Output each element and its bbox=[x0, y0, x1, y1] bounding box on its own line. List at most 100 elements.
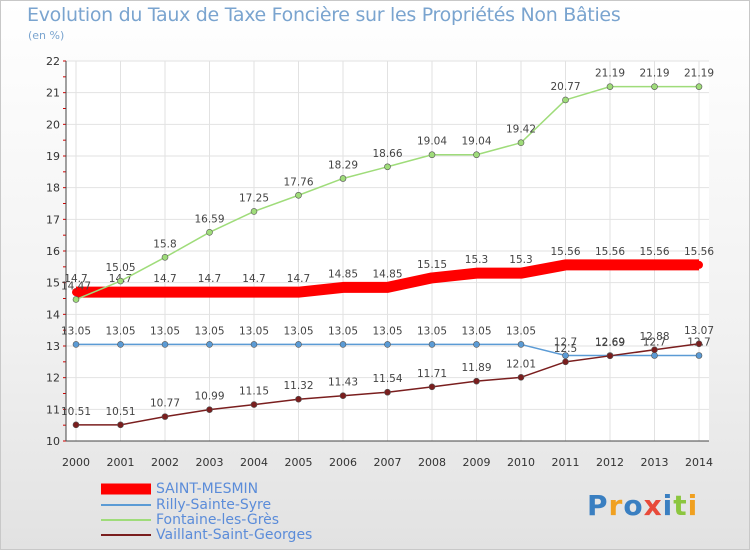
x-tick-label: 2002 bbox=[151, 456, 179, 469]
x-tick-label: 2007 bbox=[374, 456, 402, 469]
data-point bbox=[428, 273, 436, 282]
data-label: 12.69 bbox=[595, 337, 625, 349]
data-label: 12.5 bbox=[554, 343, 577, 355]
data-point bbox=[428, 151, 436, 159]
data-point bbox=[161, 341, 169, 348]
data-label: 18.66 bbox=[372, 148, 402, 160]
data-point bbox=[295, 395, 302, 403]
chart-title: Evolution du Taux de Taxe Foncière sur l… bbox=[27, 4, 621, 26]
data-point bbox=[161, 413, 169, 420]
data-point bbox=[384, 341, 391, 348]
data-point bbox=[561, 260, 570, 269]
y-tick-label: 21 bbox=[46, 87, 60, 100]
x-tick-label: 2004 bbox=[240, 456, 268, 469]
y-tick-label: 19 bbox=[46, 150, 60, 163]
data-label: 10.51 bbox=[61, 406, 91, 418]
data-point bbox=[606, 83, 614, 90]
y-tick-label: 11 bbox=[46, 403, 60, 416]
data-point bbox=[651, 346, 658, 354]
data-point bbox=[161, 288, 169, 297]
data-point bbox=[517, 139, 525, 146]
data-label: 14.7 bbox=[153, 273, 176, 285]
data-label: 14.85 bbox=[372, 268, 402, 280]
data-label: 21.19 bbox=[639, 68, 669, 80]
data-label: 15.15 bbox=[417, 259, 447, 271]
data-label: 15.8 bbox=[153, 238, 176, 250]
x-tick-label: 2009 bbox=[463, 456, 491, 469]
x-tick-label: 2003 bbox=[196, 456, 224, 469]
data-label: 21.19 bbox=[684, 68, 714, 80]
data-label: 14.85 bbox=[328, 268, 358, 280]
data-label: 14.7 bbox=[64, 273, 87, 285]
data-point bbox=[250, 208, 258, 215]
data-point bbox=[383, 283, 392, 292]
y-tick-label: 14 bbox=[46, 308, 60, 321]
data-point bbox=[473, 341, 480, 348]
data-point bbox=[472, 269, 481, 278]
data-point bbox=[650, 260, 659, 269]
y-tick-label: 16 bbox=[46, 245, 60, 258]
data-label: 11.89 bbox=[461, 362, 491, 374]
data-point bbox=[473, 151, 480, 159]
data-label: 10.51 bbox=[105, 406, 135, 418]
data-point bbox=[206, 229, 213, 236]
y-tick-label: 12 bbox=[46, 372, 60, 385]
data-label: 13.05 bbox=[194, 325, 224, 337]
data-label: 14.7 bbox=[198, 273, 221, 285]
data-label: 13.05 bbox=[105, 325, 135, 337]
data-label: 19.04 bbox=[417, 136, 447, 148]
x-tick-label: 2006 bbox=[329, 456, 357, 469]
data-label: 15.3 bbox=[465, 254, 488, 266]
data-label: 14.7 bbox=[242, 273, 265, 285]
data-point bbox=[116, 288, 125, 297]
data-label: 13.05 bbox=[506, 325, 536, 337]
data-point bbox=[339, 283, 347, 292]
data-label: 11.15 bbox=[239, 386, 269, 398]
data-point bbox=[117, 277, 124, 285]
data-label: 13.05 bbox=[150, 325, 180, 337]
data-point bbox=[206, 341, 213, 348]
y-tick-label: 18 bbox=[46, 182, 60, 195]
data-point bbox=[606, 352, 614, 360]
data-point bbox=[117, 421, 124, 429]
data-label: 16.59 bbox=[194, 213, 224, 225]
data-label: 21.19 bbox=[595, 68, 625, 80]
data-point bbox=[72, 421, 80, 429]
data-label: 12.7 bbox=[643, 337, 666, 349]
data-label: 15.56 bbox=[639, 246, 669, 258]
data-point bbox=[606, 260, 614, 269]
data-point bbox=[250, 341, 258, 348]
data-label: 13.05 bbox=[461, 325, 491, 337]
data-label: 15.56 bbox=[595, 246, 625, 258]
data-point bbox=[517, 269, 525, 278]
x-tick-label: 2008 bbox=[418, 456, 446, 469]
data-label: 13.05 bbox=[372, 325, 402, 337]
chart-unit: (en %) bbox=[28, 29, 65, 42]
data-label: 13.05 bbox=[283, 325, 313, 337]
y-tick-label: 17 bbox=[46, 213, 60, 226]
data-label: 15.3 bbox=[509, 254, 532, 266]
data-point bbox=[294, 288, 303, 297]
data-label: 12.69 bbox=[595, 337, 625, 349]
data-label: 15.56 bbox=[550, 246, 580, 258]
x-tick-label: 2012 bbox=[596, 456, 624, 469]
data-label: 13.05 bbox=[328, 325, 358, 337]
data-label: 12.7 bbox=[554, 337, 577, 349]
data-point bbox=[339, 175, 347, 182]
data-point bbox=[562, 358, 569, 366]
legend-label: Fontaine-les-Grès bbox=[156, 512, 279, 528]
data-point bbox=[517, 341, 525, 348]
y-tick-label: 22 bbox=[46, 55, 60, 68]
data-point bbox=[295, 191, 302, 199]
data-label: 13.07 bbox=[684, 325, 714, 337]
x-tick-label: 2005 bbox=[285, 456, 313, 469]
data-point bbox=[428, 383, 436, 391]
data-point bbox=[651, 83, 658, 90]
data-point bbox=[206, 406, 213, 413]
data-point bbox=[695, 352, 703, 359]
y-tick-label: 15 bbox=[46, 277, 60, 290]
data-point bbox=[339, 392, 347, 400]
proxiti-logo: Proxiti bbox=[587, 489, 699, 522]
